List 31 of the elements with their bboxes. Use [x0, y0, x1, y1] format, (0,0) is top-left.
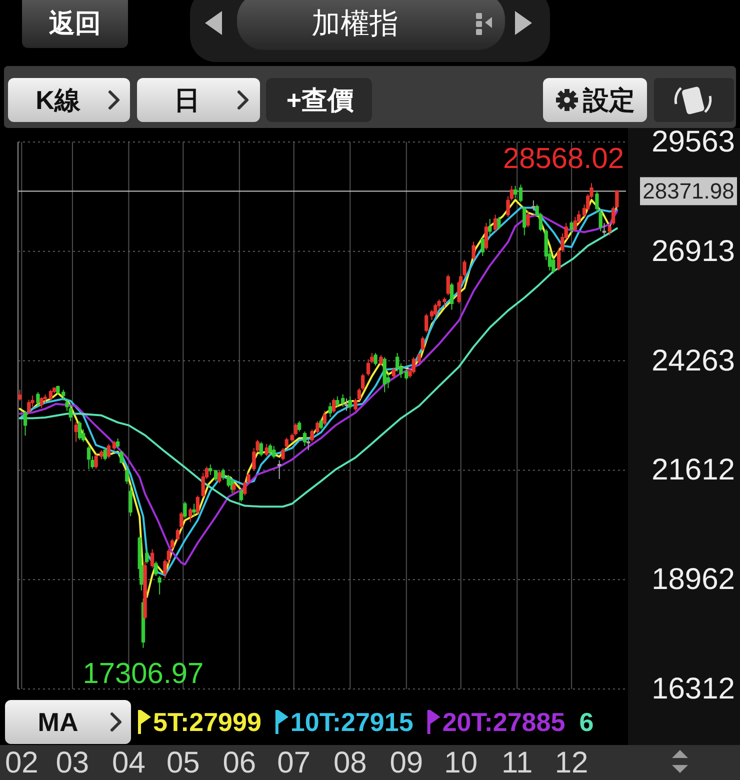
ref-line-label: 28371.98: [642, 178, 734, 204]
text: +查價: [286, 85, 355, 115]
text: 6: [579, 707, 594, 737]
y-tick-label: 21612: [652, 454, 735, 487]
x-tick-label: 07: [277, 746, 311, 780]
text: MA: [38, 707, 78, 737]
legend-label: 10T:27915: [290, 707, 414, 737]
text: 返回: [48, 8, 101, 38]
annotation: 28568.02: [503, 143, 624, 176]
y-tick-label: 29563: [652, 126, 735, 158]
x-tick-label: 06: [222, 746, 256, 780]
x-tick-label: 12: [554, 746, 588, 780]
y-tick-label: 16312: [652, 672, 735, 706]
text: K線: [36, 85, 82, 115]
y-tick-label: 26913: [652, 234, 735, 268]
text: 日: [174, 85, 200, 115]
y-tick-label: 24263: [652, 344, 735, 378]
legend-label: 5T:27999: [153, 707, 262, 737]
x-tick-label: 11: [502, 746, 533, 780]
annotation: 17306.97: [82, 658, 204, 690]
x-tick-label: 09: [390, 746, 424, 780]
legend-label: 20T:27885: [442, 707, 566, 737]
x-tick-label: 08: [333, 746, 367, 780]
x-tick-label: 03: [56, 746, 90, 780]
x-tick-label: 05: [166, 746, 200, 780]
x-tick-label: 04: [112, 746, 146, 780]
text: 設定: [582, 85, 635, 115]
chart-title: 加權指: [312, 8, 398, 40]
y-tick-label: 18962: [652, 563, 735, 596]
x-tick-label: 02: [4, 746, 38, 780]
x-tick-label: 10: [444, 746, 478, 780]
